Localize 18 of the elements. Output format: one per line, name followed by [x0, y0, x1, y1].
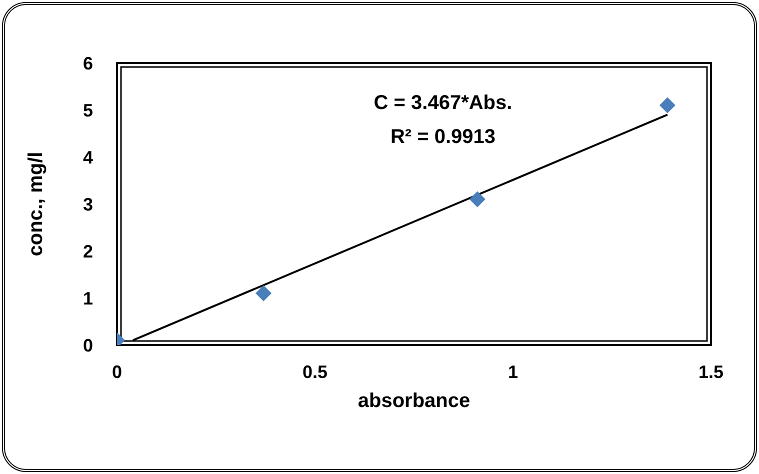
x-tick-label: 0.5: [302, 362, 328, 382]
point: [469, 191, 486, 208]
y-tick-label: 3: [82, 194, 93, 214]
y-axis-title: conc., mg/l: [25, 152, 48, 256]
y-tick-label: 1: [82, 288, 93, 308]
y-tick-label: 6: [82, 53, 93, 74]
y-tick-label: 2: [82, 241, 93, 262]
x-tick-label: 1: [508, 362, 518, 382]
x-tick-label: 0: [112, 362, 122, 382]
y-tick-label: 5: [82, 100, 93, 120]
y-tick-label: 4: [82, 147, 93, 168]
annotation: C = 3.467*Abs.: [374, 92, 512, 114]
x-tick-label: 1.5: [698, 362, 724, 382]
point: [659, 97, 676, 114]
annotation: R² = 0.9913: [390, 126, 496, 148]
point: [256, 285, 272, 302]
x-axis-title: absorbance: [358, 390, 470, 412]
y-tick-label: 0: [82, 335, 93, 356]
